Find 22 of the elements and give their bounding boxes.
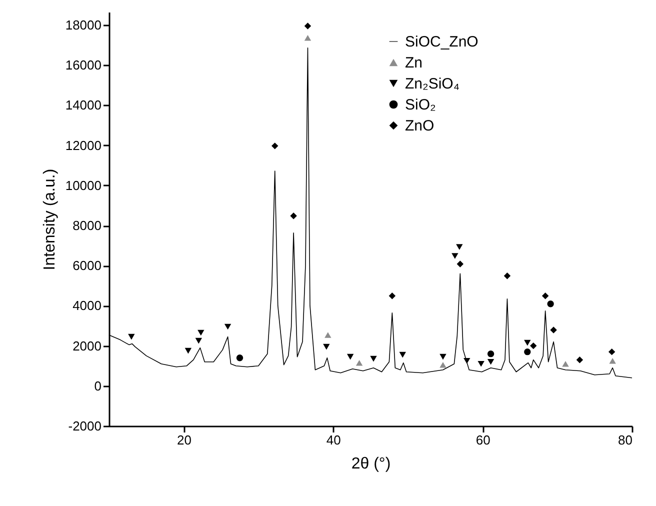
y-tick-label: -2000	[68, 418, 102, 434]
x-axis-title: 2θ (°)	[351, 456, 391, 472]
x-tick-label: 80	[618, 432, 632, 448]
x-tick-label: 60	[476, 432, 490, 448]
y-axis-title: Intensity (a.u.)	[41, 168, 58, 270]
y-tick-label: 0	[94, 378, 102, 394]
y-tick-label: 18000	[65, 18, 102, 33]
legend-label: SiOC_ZnO	[405, 34, 478, 50]
y-tick-label: 6000	[72, 258, 102, 274]
y-tick-label: 16000	[65, 58, 102, 73]
legend-label: ZnO	[405, 118, 434, 134]
y-tick-label: 4000	[72, 298, 102, 314]
y-tick-label: 14000	[65, 98, 102, 113]
y-tick-label: 12000	[65, 138, 102, 153]
x-tick-label: 40	[326, 432, 341, 448]
legend-label: SiO₂	[405, 96, 436, 114]
y-tick-label: 8000	[72, 218, 102, 234]
y-tick-label: 2000	[72, 338, 102, 354]
legend-label: Zn	[405, 54, 423, 72]
legend-label: Zn₂SiO₄	[405, 76, 460, 92]
x-tick-label: 20	[176, 432, 192, 448]
y-tick-label: 10000	[65, 178, 102, 193]
